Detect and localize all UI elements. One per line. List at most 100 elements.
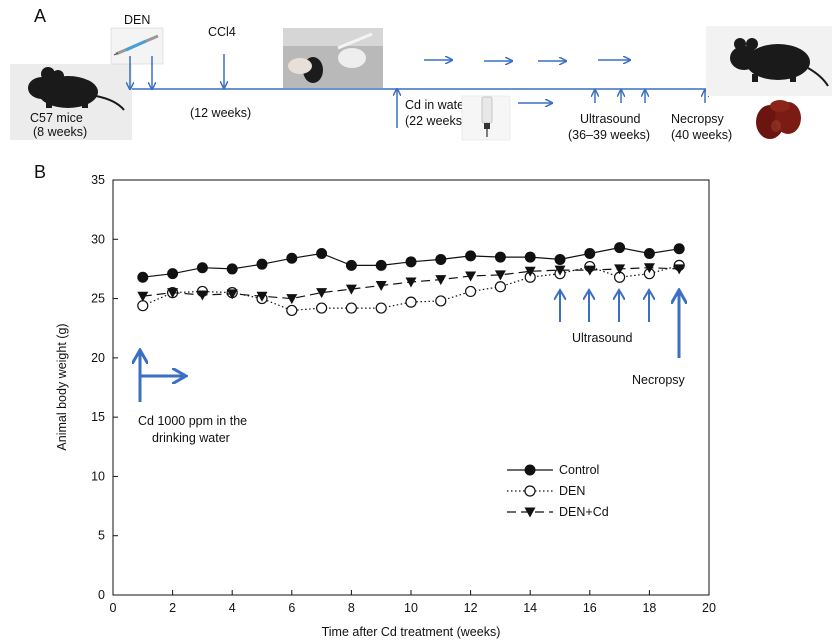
- x-tick-label: 4: [229, 601, 236, 615]
- data-point: [345, 302, 357, 314]
- data-point: [435, 253, 447, 265]
- data-point: [137, 300, 149, 312]
- legend-marker: [524, 464, 536, 476]
- liver-photo: [750, 96, 810, 144]
- data-point: [465, 285, 477, 298]
- x-tick-label: 0: [110, 601, 117, 615]
- data-point: [286, 304, 298, 317]
- data-point: [494, 281, 506, 293]
- y-axis-title: Animal body weight (g): [55, 323, 69, 450]
- x-tick-label: 14: [523, 601, 537, 615]
- data-point: [137, 291, 149, 302]
- data-point: [435, 275, 447, 286]
- necropsy-label-1: Necropsy: [671, 112, 725, 126]
- data-point: [286, 294, 298, 305]
- data-point: [375, 302, 387, 314]
- data-point: [405, 296, 417, 308]
- x-tick-label: 10: [404, 601, 418, 615]
- data-point: [316, 302, 328, 314]
- ccl4-duration: (12 weeks): [190, 106, 251, 120]
- data-point: [167, 268, 179, 280]
- data-point: [345, 284, 357, 295]
- legend: Control DEN DEN+Cd: [507, 463, 609, 519]
- x-tick-label: 20: [702, 601, 716, 615]
- x-tick-label: 12: [464, 601, 478, 615]
- liver-icon: [756, 100, 801, 139]
- x-tick-label: 8: [348, 601, 355, 615]
- data-point: [316, 288, 328, 299]
- data-point: [554, 253, 566, 265]
- y-tick-label: 20: [91, 351, 105, 365]
- data-point: [256, 258, 268, 270]
- y-tick-label: 5: [98, 529, 105, 543]
- data-point: [673, 264, 685, 275]
- data-point: [405, 277, 417, 288]
- data-point: [524, 266, 536, 277]
- syringe-icon: [113, 34, 159, 56]
- data-point: [226, 263, 238, 275]
- data-point: [316, 248, 328, 260]
- x-tick-label: 16: [583, 601, 597, 615]
- data-point: [435, 295, 447, 307]
- y-tick-label: 35: [91, 173, 105, 187]
- ultrasound-label-1: Ultrasound: [580, 112, 640, 126]
- y-tick-label: 10: [91, 469, 105, 483]
- annotation-cd-2: drinking water: [152, 431, 230, 445]
- panel-b: B 0 2 4 6 8 10 12 14 16 18 20 0 5 10 15 20 25 30 35 Animal…: [34, 162, 716, 639]
- cd-label-1: Cd in water: [405, 98, 468, 112]
- annotation-ultrasound: Ultrasound: [572, 331, 632, 345]
- x-tick-label: 18: [642, 601, 656, 615]
- mouse-icon: [28, 67, 125, 111]
- data-point: [286, 252, 298, 264]
- ultrasound-label-2: (36–39 weeks): [568, 128, 650, 142]
- x-axis-title: Time after Cd treatment (weeks): [322, 625, 501, 639]
- x-tick-label: 6: [288, 601, 295, 615]
- annotation-cd-1: Cd 1000 ppm in the: [138, 414, 247, 428]
- data-point: [614, 242, 626, 254]
- data-point: [256, 291, 268, 302]
- axis-ticks: 0 2 4 6 8 10 12 14 16 18 20 0 5 10 15 20 25 30 35: [91, 173, 716, 615]
- ccl4-label: CCl4: [208, 25, 236, 39]
- mouse-icon: [730, 38, 829, 87]
- data-point: [494, 251, 506, 263]
- y-tick-label: 30: [91, 232, 105, 246]
- data-point: [614, 264, 626, 275]
- legend-label: DEN+Cd: [559, 505, 609, 519]
- series-layer: [137, 242, 685, 317]
- panel-a: A C57 mice (8 weeks): [10, 6, 832, 144]
- data-point: [494, 270, 506, 281]
- data-point: [405, 256, 417, 268]
- legend-label: Control: [559, 463, 599, 477]
- legend-marker: [524, 507, 536, 518]
- legend-marker: [524, 485, 536, 497]
- den-label: DEN: [124, 13, 150, 27]
- data-point: [584, 248, 596, 260]
- syringe-photo: [110, 27, 164, 65]
- legend-label: DEN: [559, 484, 585, 498]
- mouse-photo-left: C57 mice (8 weeks): [10, 64, 132, 140]
- panel-a-label: A: [34, 6, 46, 26]
- injection-photo: [283, 28, 383, 88]
- mouse-photo-right: [706, 26, 832, 96]
- mice-label-1: C57 mice: [30, 111, 83, 125]
- series-den-cd: [137, 263, 685, 305]
- y-tick-label: 15: [91, 410, 105, 424]
- data-point: [584, 265, 596, 276]
- data-point: [465, 250, 477, 262]
- data-point: [167, 288, 179, 299]
- data-point: [643, 248, 655, 260]
- data-point: [345, 259, 357, 271]
- data-point: [554, 265, 566, 276]
- water-bottle-photo: [461, 95, 511, 141]
- data-point: [196, 262, 208, 274]
- data-point: [465, 271, 477, 282]
- data-point: [137, 271, 149, 283]
- data-point: [226, 289, 238, 300]
- data-point: [524, 251, 536, 263]
- data-point: [643, 263, 655, 274]
- y-tick-label: 0: [98, 588, 105, 602]
- water-bottle-icon: [481, 96, 493, 137]
- panel-b-label: B: [34, 162, 46, 182]
- data-point: [375, 259, 387, 271]
